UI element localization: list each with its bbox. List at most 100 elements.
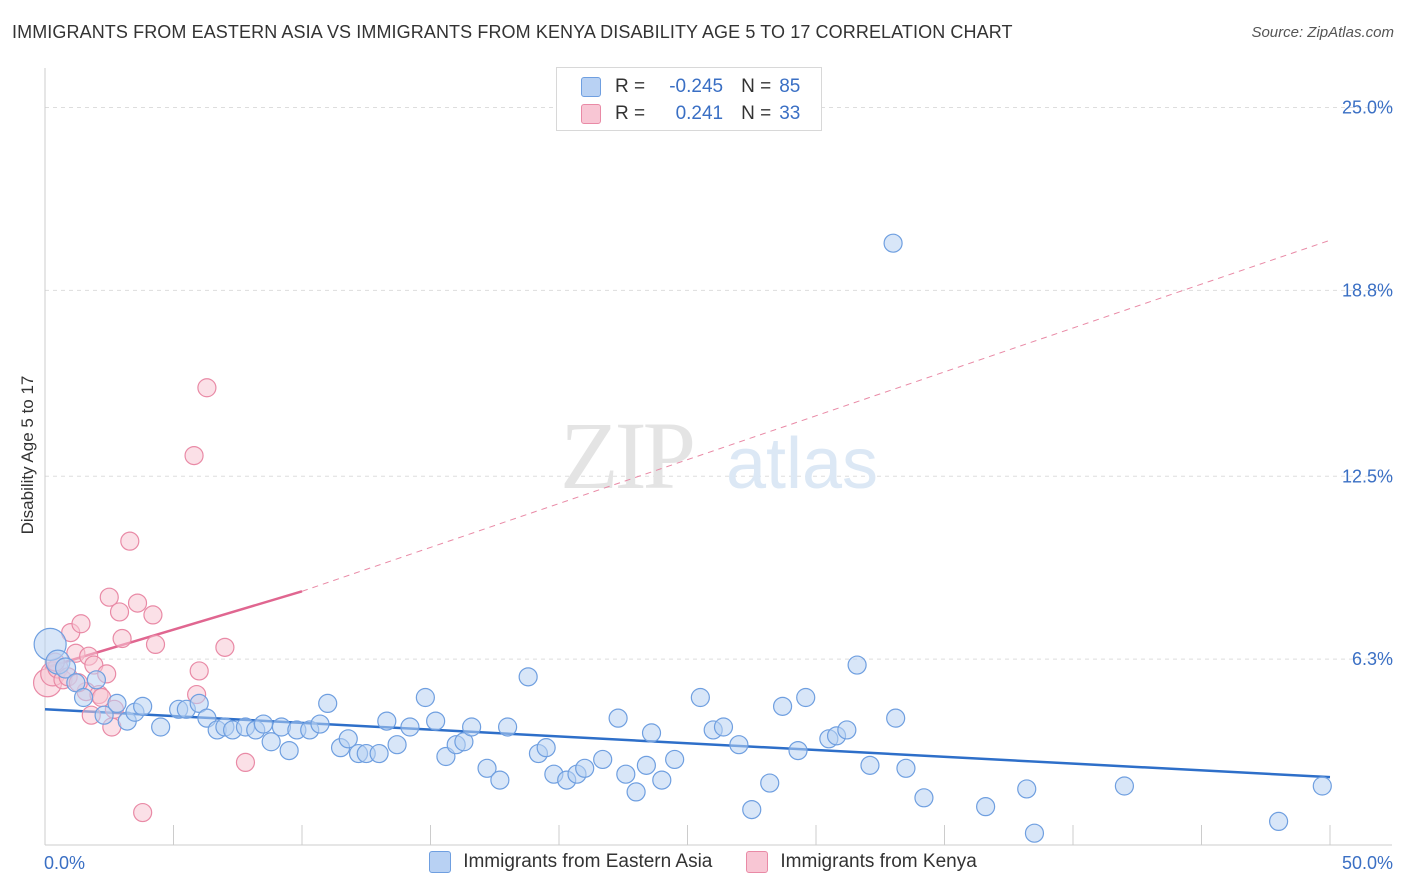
point-eastern-asia bbox=[462, 717, 482, 737]
point-eastern-asia bbox=[860, 755, 880, 775]
point-eastern-asia bbox=[742, 799, 762, 820]
legend-r-value: -0.245 bbox=[669, 76, 724, 97]
point-eastern-asia bbox=[796, 687, 816, 708]
legend-swatch-pink bbox=[746, 851, 769, 873]
watermark-zip: ZIP bbox=[560, 402, 693, 509]
point-eastern-asia bbox=[310, 714, 330, 734]
point-kenya bbox=[109, 602, 130, 622]
series-legend: Immigrants from Eastern Asia Immigrants … bbox=[0, 851, 1406, 873]
point-eastern-asia bbox=[729, 735, 749, 755]
point-eastern-asia bbox=[896, 758, 916, 778]
point-eastern-asia bbox=[54, 657, 77, 679]
point-eastern-asia bbox=[886, 708, 906, 728]
point-eastern-asia bbox=[86, 670, 107, 690]
axes bbox=[44, 68, 1392, 846]
point-kenya bbox=[143, 605, 163, 625]
point-eastern-asia bbox=[536, 738, 556, 758]
y-tick-label: 6.3% bbox=[1352, 649, 1393, 669]
point-eastern-asia bbox=[883, 233, 903, 253]
point-eastern-asia bbox=[847, 655, 867, 675]
point-eastern-asia bbox=[490, 770, 510, 790]
point-eastern-asia bbox=[626, 782, 646, 802]
point-eastern-asia bbox=[690, 687, 710, 708]
point-eastern-asia bbox=[477, 758, 497, 778]
point-eastern-asia bbox=[760, 773, 780, 793]
legend-swatch-pink bbox=[581, 104, 601, 124]
point-kenya bbox=[127, 593, 148, 613]
legend-row-kenya: R = 0.241 N = 33 bbox=[581, 101, 800, 127]
grid-lines bbox=[45, 107, 1392, 660]
point-kenya bbox=[215, 637, 235, 657]
point-eastern-asia bbox=[641, 723, 662, 743]
legend-label-kenya: Immigrants from Kenya bbox=[780, 851, 977, 872]
point-kenya bbox=[189, 661, 209, 681]
point-eastern-asia bbox=[415, 687, 435, 708]
y-axis-label: Disability Age 5 to 17 bbox=[18, 375, 37, 535]
legend-r-value: 0.241 bbox=[675, 103, 724, 124]
point-eastern-asia bbox=[713, 717, 734, 737]
point-kenya bbox=[71, 614, 91, 634]
y-tick-label: 12.5% bbox=[1342, 466, 1393, 486]
point-eastern-asia bbox=[593, 749, 613, 770]
point-eastern-asia bbox=[66, 673, 86, 693]
data-points bbox=[32, 233, 1332, 843]
tick-labels: 6.3% 12.5% 18.8% 25.0% 0.0% 50.0% bbox=[44, 98, 1393, 874]
source-label: Source: ZipAtlas.com bbox=[1251, 24, 1394, 41]
point-eastern-asia bbox=[1114, 776, 1135, 796]
point-eastern-asia bbox=[1312, 776, 1332, 796]
point-eastern-asia bbox=[454, 732, 474, 752]
point-eastern-asia bbox=[788, 740, 808, 761]
point-eastern-asia bbox=[976, 797, 996, 817]
point-eastern-asia bbox=[189, 693, 209, 714]
point-kenya bbox=[145, 634, 166, 655]
point-eastern-asia bbox=[616, 764, 636, 784]
point-kenya bbox=[120, 531, 140, 551]
point-eastern-asia bbox=[772, 696, 793, 716]
point-eastern-asia bbox=[498, 717, 518, 737]
point-eastern-asia bbox=[151, 717, 171, 737]
legend-item-eastern-asia: Immigrants from Eastern Asia bbox=[429, 851, 712, 873]
legend-label-eastern-asia: Immigrants from Eastern Asia bbox=[463, 851, 713, 872]
point-kenya bbox=[235, 752, 256, 773]
point-eastern-asia bbox=[652, 770, 672, 790]
x-tick-label: 50.0% bbox=[1342, 853, 1393, 873]
correlation-legend: R = -0.245 N = 85 R = 0.241 N = 33 bbox=[556, 67, 822, 131]
point-eastern-asia bbox=[636, 755, 656, 775]
point-eastern-asia bbox=[73, 687, 94, 708]
point-eastern-asia bbox=[253, 714, 274, 734]
legend-swatch-blue bbox=[429, 851, 452, 873]
legend-n-value: 33 bbox=[779, 103, 801, 124]
legend-n-value: 85 bbox=[779, 76, 801, 97]
point-kenya bbox=[112, 628, 132, 649]
point-eastern-asia bbox=[426, 711, 446, 731]
trend-line-kenya-dashed bbox=[301, 239, 1331, 592]
y-tick-label: 18.8% bbox=[1342, 280, 1393, 300]
legend-n-label: N = bbox=[741, 76, 772, 97]
point-eastern-asia bbox=[400, 717, 420, 737]
point-kenya bbox=[197, 378, 217, 398]
point-eastern-asia bbox=[318, 693, 338, 714]
point-eastern-asia bbox=[608, 708, 628, 728]
point-eastern-asia bbox=[369, 743, 389, 764]
point-eastern-asia bbox=[665, 749, 685, 770]
x-tick-label: 0.0% bbox=[44, 853, 85, 873]
point-eastern-asia bbox=[914, 788, 934, 808]
legend-r-label: R = bbox=[615, 76, 646, 97]
point-eastern-asia bbox=[837, 720, 857, 740]
legend-n-label: N = bbox=[741, 103, 772, 124]
y-tick-label: 25.0% bbox=[1342, 98, 1393, 118]
watermark: ZIP atlas bbox=[560, 402, 878, 509]
point-eastern-asia bbox=[338, 729, 358, 749]
point-eastern-asia bbox=[1268, 811, 1289, 832]
point-kenya bbox=[184, 446, 204, 466]
legend-row-eastern-asia: R = -0.245 N = 85 bbox=[581, 74, 800, 100]
watermark-atlas: atlas bbox=[726, 424, 878, 504]
point-eastern-asia bbox=[575, 758, 595, 778]
point-eastern-asia bbox=[518, 667, 538, 687]
point-eastern-asia bbox=[1017, 779, 1037, 799]
legend-swatch-blue bbox=[581, 77, 601, 97]
point-eastern-asia bbox=[94, 705, 114, 725]
point-eastern-asia bbox=[107, 693, 127, 714]
point-kenya bbox=[133, 802, 153, 823]
